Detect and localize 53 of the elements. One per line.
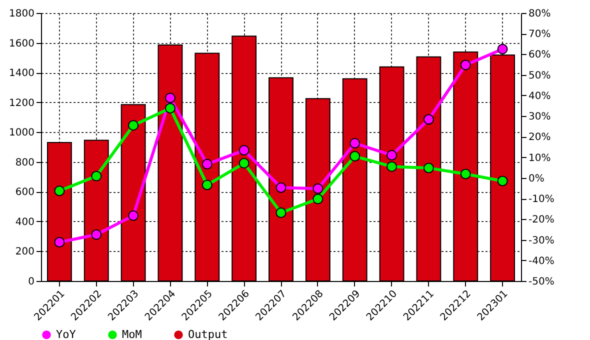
point [312,183,324,194]
point [460,168,471,180]
y2-tick-label: 0% [528,173,544,184]
y-tick-label: 800 [15,157,34,168]
point [238,145,250,156]
point [202,180,212,190]
point [202,158,212,170]
y2-tick-label: 50% [528,70,551,82]
point [386,161,398,172]
y-tick-label: 1600 [9,38,34,50]
point [350,138,360,149]
point [276,208,286,218]
y-tick-label: 200 [15,246,34,258]
y2-tick-label: -30% [528,235,554,246]
y-tick-label: 1800 [9,8,34,20]
point [54,186,65,196]
y2-tick-label: 30% [528,112,551,123]
point [312,194,324,204]
point [128,120,139,131]
point [54,237,65,248]
y-tick-label: 0 [28,276,34,288]
y-tick-label: 1400 [9,68,34,80]
point [238,158,250,169]
y2-tick-label: 70% [528,29,551,40]
point [460,60,471,70]
y2-tick-label: -40% [528,256,554,267]
y-tick-label: 1200 [9,98,34,109]
point [276,182,286,193]
y2-tick-label: -10% [528,194,554,206]
y2-tick-label: -50% [528,276,554,288]
point [386,150,398,160]
point [128,210,139,221]
y2-tick-label: 10% [528,152,551,164]
legend-label: Output [188,328,228,340]
y2-tick-label: 80% [528,8,551,20]
y2-tick-label: -20% [528,214,554,226]
y-tick-label: 1000 [9,128,34,139]
point [423,162,434,174]
y-tick-label: 400 [15,216,34,228]
y2-tick-label: 60% [528,50,551,61]
point [423,114,434,125]
y-tick-label: 600 [15,187,34,198]
legend-label: YoY [56,328,76,340]
point [350,151,360,162]
legend-label: MoM [122,328,142,340]
point [91,170,102,182]
y2-tick-label: 40% [528,90,551,102]
point [91,229,102,240]
point [164,92,176,104]
y2-tick-label: 20% [528,132,551,144]
point [164,103,176,114]
point [497,44,508,54]
point [497,176,508,186]
